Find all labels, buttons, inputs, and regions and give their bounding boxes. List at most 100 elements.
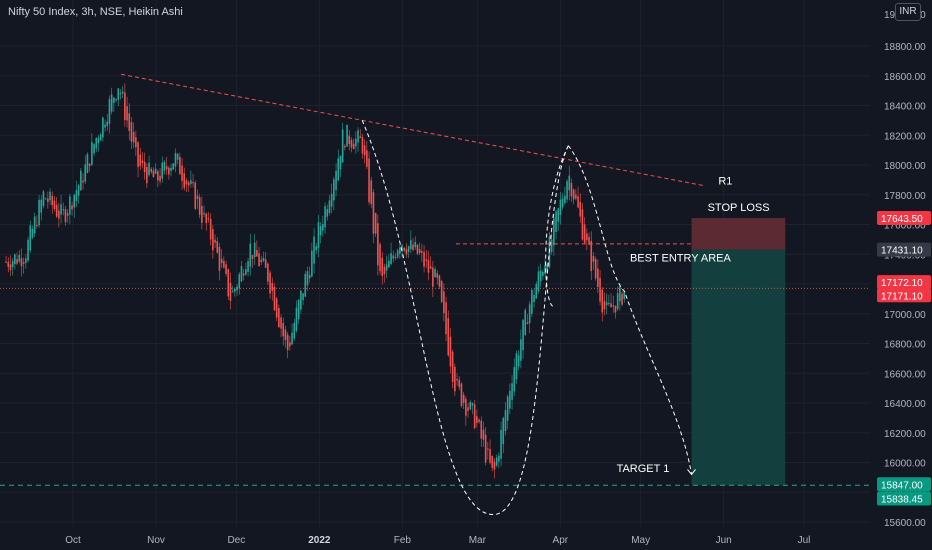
currency-button[interactable]: INR	[895, 3, 921, 21]
candle-body	[33, 216, 36, 234]
candle-body	[478, 419, 480, 422]
pattern-curve-left	[361, 120, 569, 516]
candle-body	[25, 258, 27, 263]
candle-body	[126, 106, 128, 121]
candle-body	[344, 146, 346, 148]
time-tick: Oct	[65, 535, 81, 546]
candle-body	[289, 342, 291, 347]
candle-body	[69, 196, 71, 215]
time-tick: Apr	[553, 535, 569, 546]
stop-loss-zone	[691, 218, 786, 250]
candle-body	[443, 291, 445, 313]
candle-body	[137, 142, 139, 168]
candle-body	[245, 269, 247, 275]
price-badge	[877, 242, 931, 257]
candle-body	[201, 206, 203, 223]
candle-body	[623, 291, 626, 300]
candle-body	[337, 158, 340, 181]
time-tick: Nov	[147, 535, 165, 546]
candle-body	[313, 236, 315, 264]
candle-body	[621, 293, 623, 305]
candle-body	[586, 233, 588, 241]
candle-body	[407, 246, 410, 252]
candle-body	[614, 305, 617, 313]
candle-body	[53, 200, 56, 209]
candle-body	[64, 209, 67, 223]
annotation-labels: R1 STOP LOSS BEST ENTRY AREA TARGET 1	[617, 175, 770, 475]
time-axis[interactable]: Oct Nov Dec 2022 Feb Mar Apr May Jun Jul	[0, 527, 932, 550]
candle-body	[249, 243, 252, 267]
candle-body	[269, 272, 271, 294]
candle-body	[427, 260, 430, 273]
price-tick: 18600.00	[884, 72, 926, 83]
chart-title: Nifty 50 Index, 3h, NSE, Heikin Ashi	[8, 6, 183, 18]
candle-body	[317, 222, 320, 249]
candle-body	[333, 179, 335, 201]
price-badge	[877, 288, 931, 303]
candle-body	[128, 113, 131, 132]
candle-body	[572, 189, 575, 200]
candle-body	[291, 332, 293, 345]
candle-body	[438, 275, 441, 287]
position-zones	[691, 218, 786, 486]
candle-body	[176, 153, 179, 160]
candle-body	[460, 383, 463, 406]
candle-body	[341, 129, 344, 163]
candle-body	[348, 135, 351, 145]
candle-body	[196, 195, 199, 199]
candle-body	[247, 261, 249, 272]
candle-body	[104, 124, 106, 128]
candle-body	[102, 117, 104, 138]
target-label: TARGET 1	[617, 463, 670, 475]
candle-body	[601, 289, 604, 313]
candle-body	[416, 244, 419, 254]
candle-body	[91, 141, 93, 165]
price-axis[interactable]: 19000.0015600.0015800.0016000.0016200.00…	[870, 0, 932, 550]
candle-body	[425, 259, 428, 261]
candle-body	[388, 260, 390, 268]
candle-body	[31, 228, 34, 238]
price-tick: 18200.00	[884, 131, 926, 142]
chart-grid	[0, 0, 870, 527]
candle-body	[260, 259, 263, 263]
candle-body	[592, 255, 595, 262]
candle-body	[557, 208, 560, 222]
candle-body	[440, 281, 443, 302]
time-tick: Dec	[227, 535, 245, 546]
candle-body	[183, 173, 186, 188]
price-tick: 16800.00	[884, 340, 926, 351]
candle-body	[539, 270, 542, 282]
price-badge-text: 17643.50	[881, 214, 923, 225]
time-tick: Feb	[394, 535, 412, 546]
candle-body	[238, 274, 241, 289]
candle-body	[73, 194, 76, 208]
candle-body	[40, 199, 43, 213]
candle-body	[396, 250, 399, 258]
candle-body	[608, 302, 610, 304]
candle-body	[403, 247, 406, 251]
candle-body	[361, 137, 364, 154]
arrow-head-icon	[687, 469, 696, 476]
candle-body	[392, 255, 395, 259]
candle-body	[447, 318, 450, 356]
price-badge-text: 15847.00	[881, 480, 923, 491]
candle-body	[168, 167, 170, 175]
candle-body	[335, 170, 337, 190]
candle-body	[93, 143, 95, 154]
price-badge	[877, 275, 931, 290]
candle-body	[161, 162, 164, 179]
candle-body	[38, 199, 40, 226]
candle-body	[405, 249, 408, 255]
candle-body	[77, 185, 80, 196]
time-tick: 2022	[308, 535, 331, 546]
candle-body	[533, 295, 535, 302]
candle-body	[159, 175, 161, 182]
candle-body	[121, 91, 124, 94]
candle-body	[366, 150, 368, 167]
candle-body	[467, 407, 469, 411]
price-badge-text: 17171.10	[881, 291, 923, 302]
time-tick: Jun	[716, 535, 732, 546]
candle-body	[566, 181, 568, 200]
candle-body	[308, 274, 311, 279]
